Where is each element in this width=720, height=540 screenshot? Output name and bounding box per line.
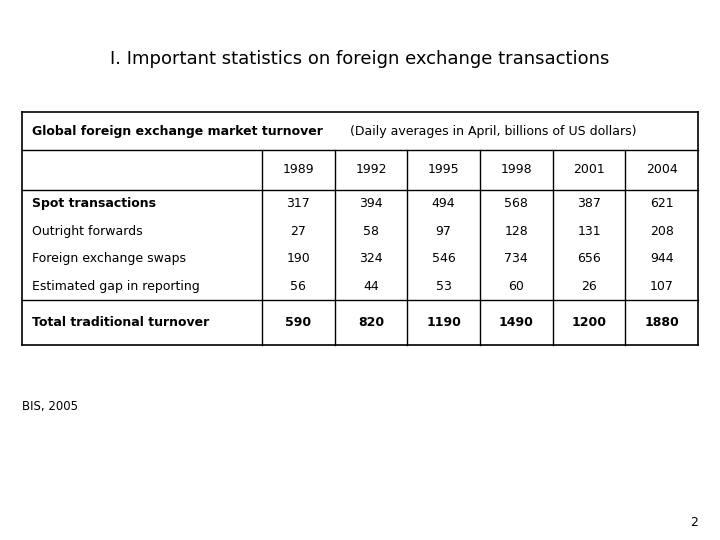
Text: Outright forwards: Outright forwards: [32, 225, 143, 238]
Text: 2: 2: [690, 516, 698, 529]
Text: 53: 53: [436, 280, 451, 293]
Text: Estimated gap in reporting: Estimated gap in reporting: [32, 280, 200, 293]
Text: (Daily averages in April, billions of US dollars): (Daily averages in April, billions of US…: [346, 125, 636, 138]
Text: 590: 590: [285, 316, 311, 329]
Text: 60: 60: [508, 280, 524, 293]
Text: BIS, 2005: BIS, 2005: [22, 400, 78, 413]
Text: 820: 820: [358, 316, 384, 329]
Text: 317: 317: [287, 197, 310, 210]
Text: 494: 494: [432, 197, 456, 210]
Text: 56: 56: [290, 280, 306, 293]
Text: 1992: 1992: [355, 164, 387, 177]
Text: 26: 26: [581, 280, 597, 293]
Text: 1995: 1995: [428, 164, 459, 177]
Text: 1998: 1998: [500, 164, 532, 177]
Text: 734: 734: [505, 252, 528, 265]
Text: 190: 190: [287, 252, 310, 265]
Text: 324: 324: [359, 252, 383, 265]
Text: 131: 131: [577, 225, 600, 238]
Text: 568: 568: [505, 197, 528, 210]
Text: 1200: 1200: [572, 316, 606, 329]
Text: Total traditional turnover: Total traditional turnover: [32, 316, 210, 329]
Text: 2001: 2001: [573, 164, 605, 177]
Text: 1190: 1190: [426, 316, 461, 329]
Text: Global foreign exchange market turnover: Global foreign exchange market turnover: [32, 125, 323, 138]
Text: 387: 387: [577, 197, 601, 210]
Text: I. Important statistics on foreign exchange transactions: I. Important statistics on foreign excha…: [110, 50, 610, 68]
Text: 58: 58: [363, 225, 379, 238]
Text: 2004: 2004: [646, 164, 678, 177]
Text: Foreign exchange swaps: Foreign exchange swaps: [32, 252, 186, 265]
Text: 656: 656: [577, 252, 601, 265]
Text: 394: 394: [359, 197, 383, 210]
Text: 621: 621: [650, 197, 673, 210]
Text: Spot transactions: Spot transactions: [32, 197, 156, 210]
Text: 97: 97: [436, 225, 451, 238]
Text: 1490: 1490: [499, 316, 534, 329]
Text: 1880: 1880: [644, 316, 679, 329]
Text: 546: 546: [432, 252, 456, 265]
Text: 44: 44: [363, 280, 379, 293]
Text: 208: 208: [649, 225, 674, 238]
Text: 1989: 1989: [282, 164, 314, 177]
Text: 128: 128: [505, 225, 528, 238]
Text: 27: 27: [290, 225, 306, 238]
Text: 944: 944: [650, 252, 673, 265]
Text: 107: 107: [649, 280, 674, 293]
